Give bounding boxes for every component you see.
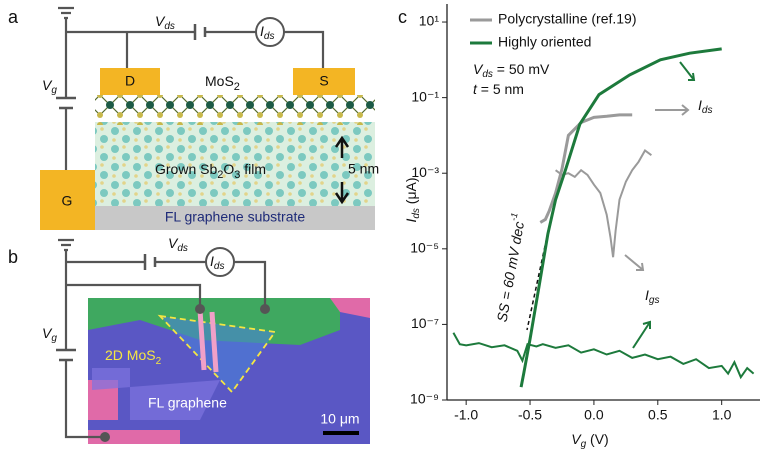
series-line — [519, 47, 722, 388]
y-tick-label: 10⁻¹ — [411, 88, 439, 104]
ids-label: Ids — [210, 253, 224, 272]
text-part: I — [698, 97, 702, 113]
x-tick-label: 1.0 — [712, 407, 732, 423]
text-part: ds — [411, 208, 422, 219]
flake — [160, 316, 275, 392]
arrow — [632, 320, 651, 349]
panel-c: c -1.0 -0.5 0.0 0.5 1.0 10⁻⁹ 10⁻⁷ 10⁻⁵ 10⁻³ 10⁻¹ 1… — [398, 4, 760, 450]
ammeter — [255, 17, 285, 47]
film-label: Grown Sb2O3 film — [155, 161, 266, 181]
channel-label: MoS2 — [205, 73, 240, 93]
thickness-arrow — [334, 135, 350, 205]
graphene-label: FL graphene — [148, 395, 227, 411]
source-label: S — [319, 73, 328, 89]
probe — [260, 304, 270, 314]
vg-label: Vg — [42, 325, 57, 344]
panel-label: b — [8, 247, 18, 267]
electrode — [197, 309, 219, 373]
micrograph-region — [330, 298, 370, 318]
battery — [193, 24, 207, 40]
text-part: I — [403, 219, 419, 223]
scale-bar — [323, 431, 359, 435]
y-tick-label: 10⁻⁷ — [411, 315, 439, 331]
probe — [195, 304, 205, 314]
drain-contact — [100, 68, 160, 95]
text-part: ds — [482, 69, 493, 80]
micrograph-region — [92, 368, 220, 420]
y-axis-label: Ids (μA) — [403, 177, 422, 222]
series-line — [555, 149, 652, 258]
condition-label: Vds = 50 mV — [473, 61, 550, 80]
y-tick-label: 10⁻⁹ — [410, 391, 439, 407]
x-tick-label: -1.0 — [454, 407, 478, 423]
probe — [100, 432, 110, 442]
thickness-label: 5 nm — [348, 161, 379, 177]
panel-label: c — [398, 7, 407, 27]
series-line — [539, 113, 633, 224]
text-part: gs — [649, 295, 660, 306]
scale-label: 10 μm — [320, 411, 359, 427]
y-tick-label: 10⁻⁵ — [410, 240, 439, 256]
y-tick-label: 10⁻³ — [411, 164, 439, 180]
arrow — [655, 104, 690, 116]
text-part: g — [581, 439, 587, 450]
text-part: SS = 60 mV dec — [493, 220, 526, 323]
series-line — [452, 332, 755, 380]
text-part: = 50 mV — [493, 61, 550, 77]
micrograph-region — [88, 380, 180, 444]
x-axis-label: Vg (V) — [571, 431, 608, 450]
x-tick-label: 0.0 — [584, 407, 604, 423]
curve-label: Igs — [645, 287, 659, 306]
y-tick-label: 10¹ — [419, 13, 440, 29]
x-tick-label: -0.5 — [518, 407, 542, 423]
flake-outline — [157, 314, 277, 394]
circuit-wire — [58, 6, 325, 170]
ids-label: Ids — [260, 23, 274, 42]
flake-label: 2D MoS2 — [105, 347, 162, 367]
gate-label: G — [62, 193, 73, 209]
battery — [56, 96, 76, 110]
panel-a: a Vds Ids Vg D S G MoS2 Grown Sb2O3 film… — [8, 7, 379, 230]
source-contact — [293, 68, 355, 95]
arrow — [624, 254, 645, 271]
text-part: = 5 nm — [477, 81, 524, 97]
battery — [56, 254, 157, 362]
oxide-film — [95, 122, 375, 207]
text-part: (V) — [586, 431, 609, 447]
legend-label: Highly oriented — [498, 34, 591, 50]
text-part: I — [645, 287, 649, 303]
substrate — [95, 206, 375, 230]
circuit-wire — [58, 238, 267, 439]
drain-label: D — [125, 73, 135, 89]
text-part: -1 — [509, 212, 520, 222]
curve-label: Ids — [698, 97, 712, 116]
mos2-layer — [95, 95, 375, 125]
substrate-label: FL graphene substrate — [165, 209, 306, 225]
text-part: ds — [702, 105, 713, 116]
panel-b: b Vds Ids Vg 2D MoS2 FL graphene 10 μm — [8, 235, 370, 444]
text-part: t — [473, 81, 478, 97]
vds-label: Vds — [168, 235, 188, 254]
slope-label: SS = 60 mV dec-1 — [491, 212, 528, 323]
ammeter — [205, 247, 235, 277]
arrow — [679, 61, 696, 81]
panel-label: a — [8, 7, 19, 27]
condition-label: t = 5 nm — [473, 81, 524, 97]
gate-contact — [40, 170, 95, 230]
vg-label: Vg — [42, 77, 57, 96]
text-part: (μA) — [403, 177, 419, 208]
text-part: V — [571, 431, 582, 447]
x-tick-label: 0.5 — [648, 407, 668, 423]
vds-label: Vds — [155, 13, 175, 32]
text-part: V — [473, 61, 484, 77]
legend-label: Polycrystalline (ref.19) — [498, 11, 637, 27]
